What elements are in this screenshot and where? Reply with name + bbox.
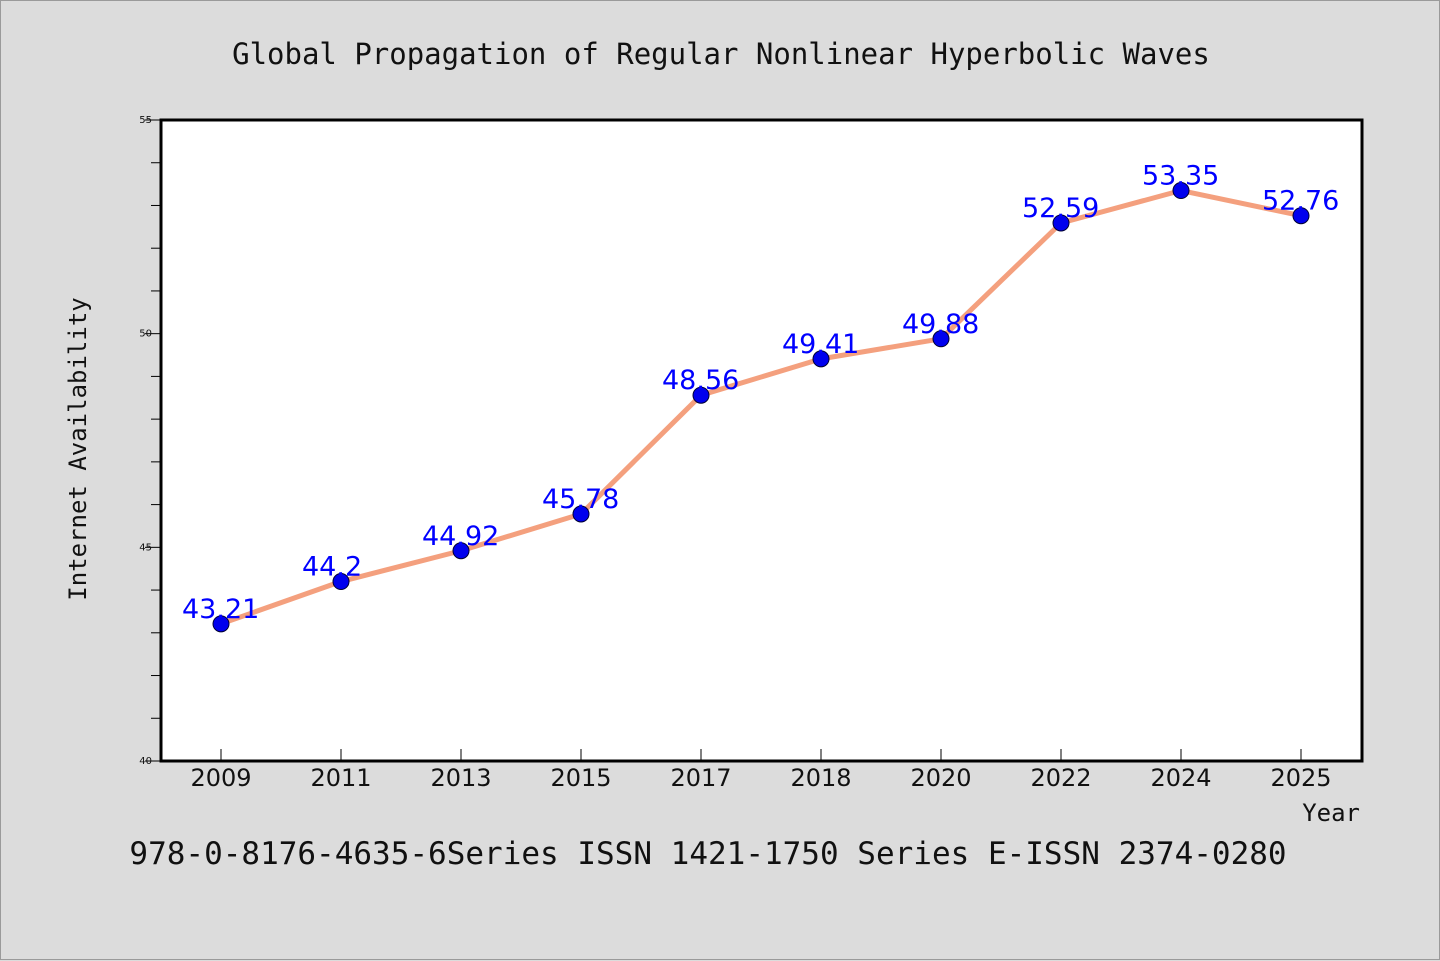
x-tick-label: 2024 [1150,764,1211,792]
x-tick-label: 2020 [910,764,971,792]
data-point-marker [572,505,590,523]
y-tick-label: 40 [139,756,152,767]
data-point-label: 48.56 [662,365,739,396]
y-tick-label: 55 [139,115,152,126]
data-point-marker [812,350,830,368]
data-point-label: 52.59 [1022,193,1099,224]
data-point-label: 49.41 [782,329,859,360]
data-point-marker [1172,182,1190,200]
x-tick-label: 2011 [310,764,371,792]
y-axis: 40 45 50 55 [139,115,161,767]
data-point-marker [692,386,710,404]
data-point-label: 49.88 [902,309,979,340]
data-point-label: 44.2 [302,552,362,583]
x-axis-label: Year [1302,799,1360,827]
data-labels-layer: 43.21 44.2 44.92 45.78 48.56 49.41 49.88 52.59 5… [182,161,1339,625]
data-point-label: 45.78 [542,484,619,515]
data-point-label: 44.92 [422,521,499,552]
x-tick-label: 2009 [190,764,251,792]
series-line [218,188,1304,627]
data-point-label: 53.35 [1142,161,1219,192]
x-axis: 2009 2011 2013 2015 2017 2018 2020 2022 2024 2025 [190,749,1332,792]
data-point-marker [1292,207,1310,225]
x-tick-label: 2025 [1270,764,1331,792]
data-point-marker [212,615,230,633]
y-tick-label: 45 [139,542,152,553]
x-tick-label: 2015 [550,764,611,792]
x-tick-label: 2017 [670,764,731,792]
y-axis-label: Internet Availability [64,297,92,600]
data-point-label: 43.21 [182,594,259,625]
chart-title: Global Propagation of Regular Nonlinear … [232,37,1210,71]
data-point-marker [452,542,470,560]
series-layer [212,182,1310,633]
x-tick-label: 2022 [1030,764,1091,792]
isbn-issn-footer: 978-0-8176-4635-6Series ISSN 1421-1750 S… [129,836,1286,872]
plot-area [159,118,1364,763]
data-point-marker [932,330,950,348]
data-point-label: 52.76 [1262,186,1339,217]
y-tick-label: 50 [139,329,152,340]
data-point-marker [1052,214,1070,232]
x-tick-label: 2013 [430,764,491,792]
data-point-marker [332,573,350,591]
x-tick-label: 2018 [790,764,851,792]
